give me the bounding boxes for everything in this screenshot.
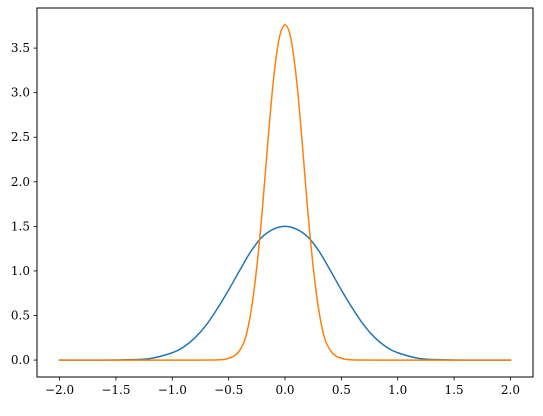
y-tick-label: 3.5: [11, 41, 30, 55]
x-tick-label: 1.0: [388, 383, 407, 397]
series-line-2: [58, 24, 512, 361]
y-tick-label: 0.0: [11, 353, 30, 367]
y-tick-label: 1.5: [11, 219, 30, 233]
y-tick-label: 3.0: [11, 86, 30, 100]
x-tick-label: −2.0: [45, 383, 74, 397]
x-tick-label: 2.0: [501, 383, 520, 397]
x-tick-label: −1.5: [101, 383, 130, 397]
x-tick-label: 0.0: [275, 383, 294, 397]
x-tick-label: −0.5: [214, 383, 243, 397]
plot-area: [37, 8, 533, 377]
y-tick-label: 1.0: [11, 264, 30, 278]
y-axis: 0.0 0.5 1.0 1.5 2.0 2.5 3.0 3.5: [11, 41, 37, 367]
x-tick-label: 1.5: [445, 383, 464, 397]
x-tick-label: 0.5: [332, 383, 351, 397]
axes-frame: [36, 7, 534, 378]
x-tick-label: −1.0: [158, 383, 187, 397]
series-layer: [58, 24, 512, 361]
x-axis: −2.0 −1.5 −1.0 −0.5 0.0 0.5 1.0 1.5 2.0: [45, 377, 520, 397]
y-tick-label: 0.5: [11, 309, 30, 323]
series-line-1: [58, 225, 512, 361]
y-tick-label: 2.0: [11, 175, 30, 189]
y-tick-label: 2.5: [11, 130, 30, 144]
